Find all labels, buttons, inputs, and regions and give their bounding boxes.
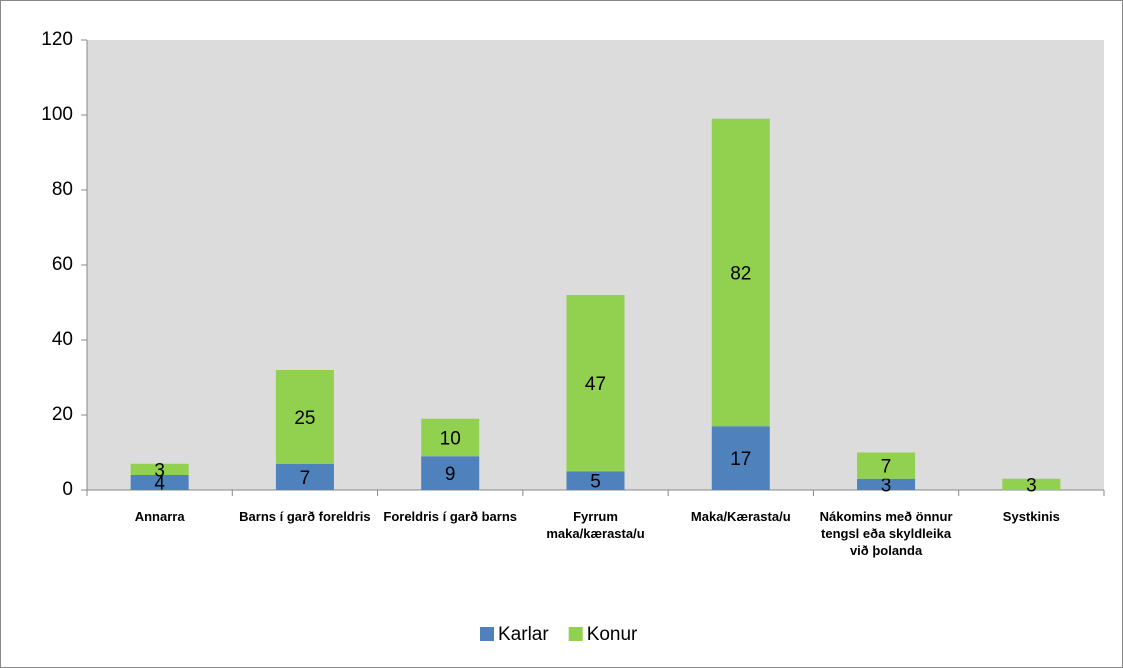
data-label: 3 <box>881 475 892 496</box>
y-tick-label: 120 <box>41 29 73 50</box>
legend-swatch <box>480 627 494 641</box>
bar-segment <box>711 118 770 427</box>
data-label: 10 <box>440 429 461 450</box>
x-tick-label: Fyrrum maka/kærasta/u <box>546 509 645 541</box>
data-label: 5 <box>590 472 601 493</box>
y-tick-label: 60 <box>52 254 73 275</box>
x-tick-label: Foreldris í garð barns <box>383 509 518 524</box>
x-tick-label: Nákomins með önnur tengsl eða skyldleika… <box>819 509 953 558</box>
y-tick-label: 80 <box>52 179 73 200</box>
x-tick-label: Annarra <box>134 509 185 524</box>
bar-segment <box>421 456 480 490</box>
legend-label: Karlar <box>498 624 549 645</box>
x-tick-label: Barns í garð foreldris <box>239 509 371 524</box>
y-tick-label: 40 <box>52 329 73 350</box>
data-label: 3 <box>1026 475 1037 496</box>
x-tick-label: Maka/Kærasta/u <box>690 509 791 524</box>
data-label: 25 <box>294 408 315 429</box>
data-label: 3 <box>154 460 165 481</box>
data-label: 4 <box>154 474 165 495</box>
legend-label: Konur <box>587 624 638 645</box>
data-label: 7 <box>300 468 311 489</box>
x-tick-label: Systkinis <box>1002 509 1060 524</box>
bar-segment <box>275 463 334 490</box>
bar-segment <box>130 463 189 475</box>
bar-segment <box>566 295 625 472</box>
data-label: 7 <box>881 457 892 478</box>
legend-swatch <box>568 627 583 641</box>
bar-segment <box>1002 478 1061 490</box>
data-label: 17 <box>730 449 751 470</box>
bar-segment <box>857 452 916 479</box>
data-label: 9 <box>445 464 456 485</box>
y-tick-label: 20 <box>52 404 73 425</box>
bar-segment <box>421 418 480 457</box>
y-tick-label: 0 <box>62 479 73 500</box>
bar-segment <box>711 426 770 490</box>
bar-segment <box>857 478 916 490</box>
y-tick-label: 100 <box>41 104 73 125</box>
bar-segment <box>130 475 189 490</box>
bar-segment <box>275 370 334 464</box>
data-label: 82 <box>730 264 751 285</box>
bar-segment <box>566 471 625 490</box>
data-label: 47 <box>585 374 606 395</box>
